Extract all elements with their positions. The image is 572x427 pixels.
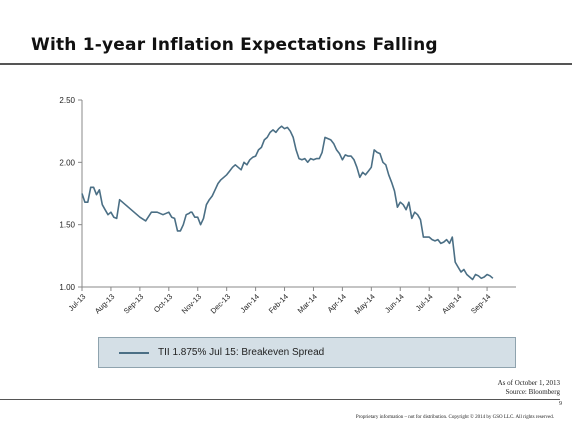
series-line-breakeven	[81, 125, 494, 281]
y-tick-label: 1.50	[59, 221, 75, 230]
as-of-date: As of October 1, 2013	[497, 379, 560, 387]
y-tick-label: 2.00	[59, 158, 75, 167]
x-tick-label: Jun-14	[383, 292, 406, 315]
page-title: With 1-year Inflation Expectations Falli…	[31, 35, 438, 55]
x-tick-label: Dec-13	[209, 292, 232, 315]
legend-swatch	[119, 351, 149, 354]
x-tick-label: Sep-13	[122, 292, 145, 315]
footer-disclaimer: Proprietary information – not for distri…	[355, 415, 554, 420]
x-tick-label: Jul-13	[67, 292, 88, 313]
y-tick-label: 1.00	[59, 283, 75, 292]
source-note: Source: Bloomberg	[505, 388, 560, 396]
x-tick-label: Jan-14	[238, 292, 261, 315]
x-tick-label: Nov-13	[180, 292, 203, 315]
x-tick-group: Jul-13 Aug-13 Sep-13 Oct-13 Nov-13 Dec-13 Jan-…	[67, 287, 492, 316]
legend-label: TII 1.875% Jul 15: Breakeven Spread	[158, 347, 325, 358]
line-chart: 1.00 1.50 2.00 2.50 Jul-13 Aug-13 Sep-13 Oct-1…	[59, 96, 516, 316]
x-tick-label: Jul-14	[414, 292, 435, 313]
y-tick-label: 2.50	[59, 96, 75, 105]
page-number: 9	[559, 401, 562, 407]
x-tick-label: Aug-14	[440, 292, 463, 315]
title-divider	[0, 63, 572, 65]
y-tick-group: 1.00 1.50 2.00 2.50	[59, 96, 82, 292]
x-tick-label: Mar-14	[296, 292, 319, 315]
chart-legend: TII 1.875% Jul 15: Breakeven Spread	[98, 337, 516, 368]
x-tick-label: Feb-14	[267, 292, 290, 315]
x-tick-label: Sep-14	[469, 292, 492, 315]
x-tick-label: Apr-14	[326, 292, 348, 314]
as-of-note: As of October 1, 2013 Source: Bloomberg	[498, 379, 560, 397]
x-tick-label: May-14	[353, 292, 377, 316]
x-tick-label: Oct-13	[152, 292, 174, 314]
footer-divider	[0, 399, 560, 400]
x-tick-label: Aug-13	[93, 292, 116, 315]
